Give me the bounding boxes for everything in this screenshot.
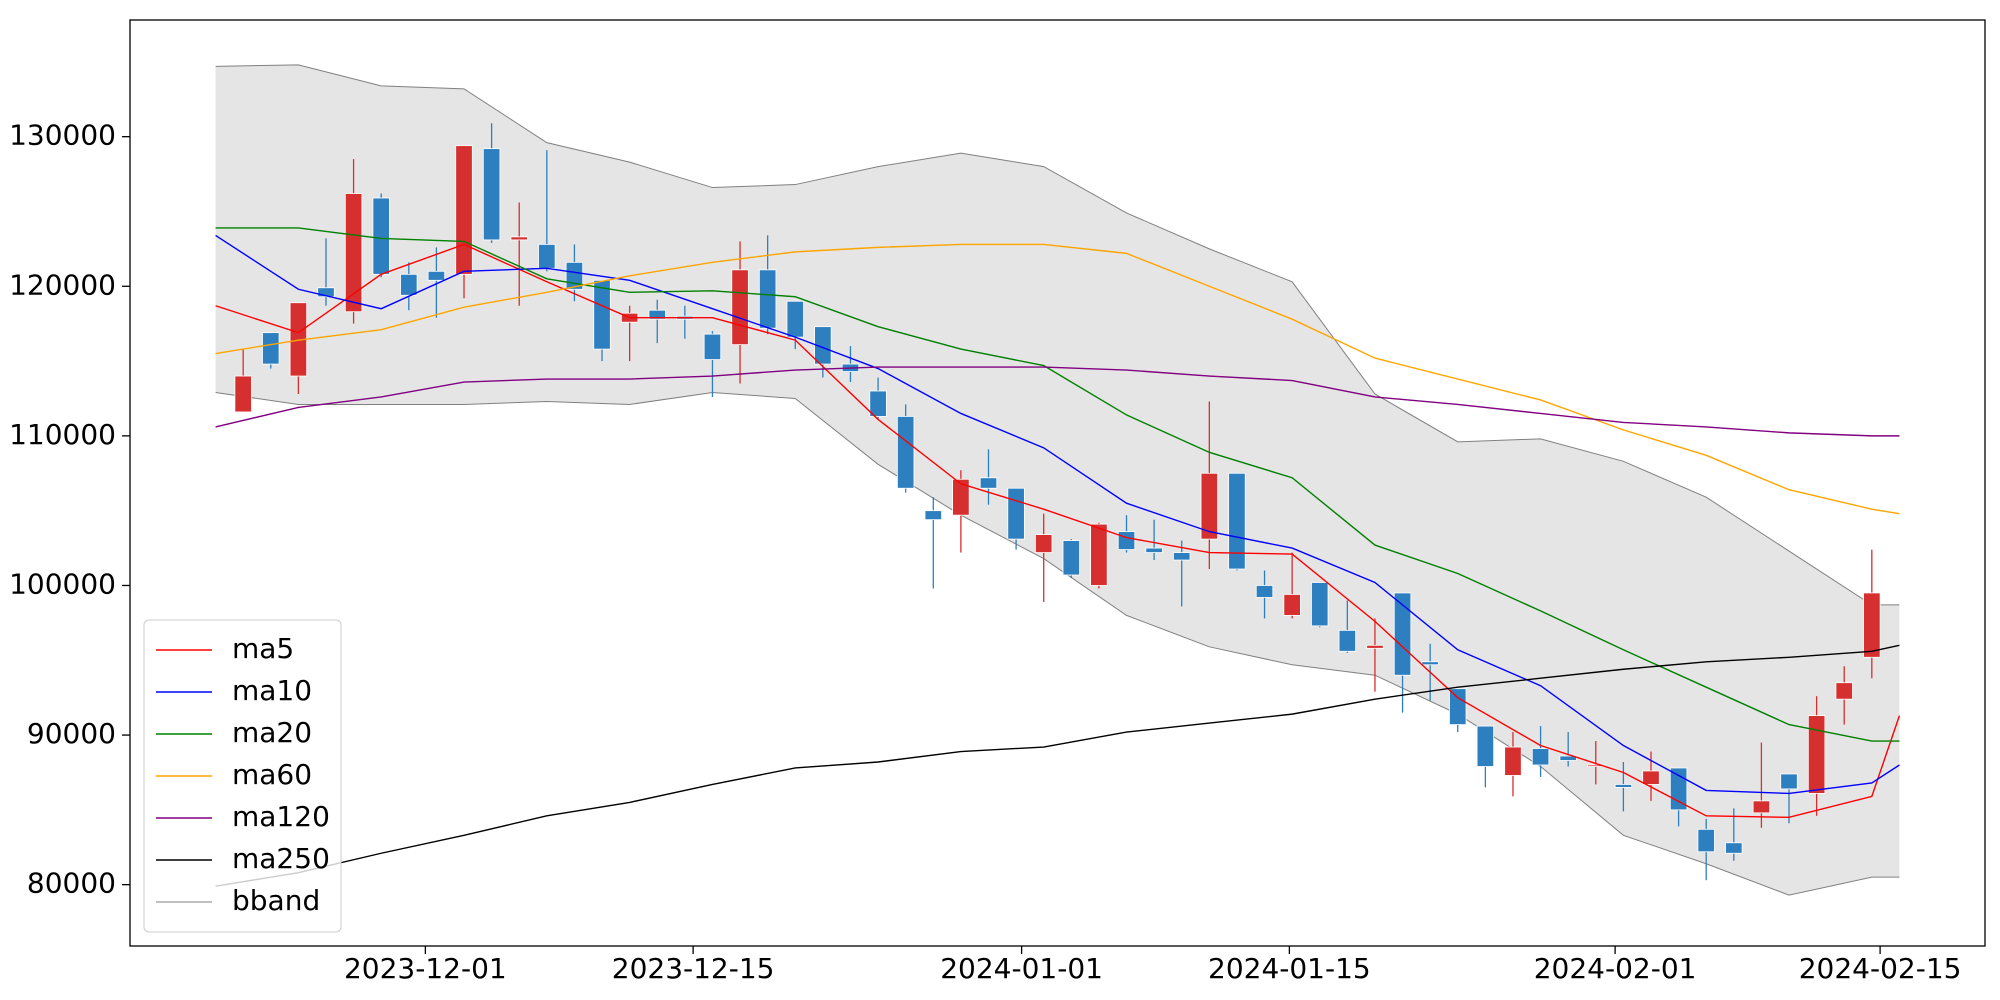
candle-body <box>593 279 611 350</box>
candle-body <box>1338 629 1357 652</box>
band-edge <box>215 64 1900 606</box>
legend-box <box>143 619 342 933</box>
candle-body <box>1200 472 1219 540</box>
candle-body <box>455 145 473 275</box>
candle-body <box>234 375 252 413</box>
y-tick-label: 100000 <box>9 567 116 600</box>
candle-body <box>1117 531 1136 550</box>
legend-label: bband <box>232 884 320 917</box>
legend-label: ma60 <box>232 758 312 791</box>
candle-body <box>1035 534 1053 553</box>
ma-line <box>215 243 1900 515</box>
y-tick-label: 90000 <box>27 717 116 750</box>
candle-body <box>482 148 501 241</box>
candle-body <box>1476 725 1495 767</box>
candle-body <box>896 416 915 489</box>
candle-body <box>648 309 666 320</box>
candle-body <box>1173 552 1191 561</box>
candle-body <box>703 333 722 360</box>
x-tick-label: 2024-01-01 <box>940 952 1103 985</box>
candle-body <box>1642 770 1660 785</box>
ma-line <box>215 227 1900 742</box>
x-tick-label: 2023-12-01 <box>344 952 507 985</box>
x-tick-label: 2024-02-15 <box>1799 952 1962 985</box>
candle-body <box>1807 715 1826 794</box>
ma-line <box>215 243 1901 819</box>
candle-body <box>427 270 446 281</box>
legend-label: ma5 <box>232 632 294 665</box>
band-edge <box>215 391 1900 896</box>
candle-body <box>1559 755 1577 761</box>
candle-body <box>979 477 998 489</box>
candle-body <box>1725 842 1743 854</box>
candle-body <box>538 243 556 269</box>
y-tick-label: 110000 <box>9 418 116 451</box>
legend-label: ma250 <box>232 842 330 875</box>
candle-body <box>1062 540 1080 576</box>
ma-line <box>215 644 1900 887</box>
legend-label: ma10 <box>232 674 312 707</box>
x-tick-label: 2023-12-15 <box>612 952 775 985</box>
candle-body <box>317 287 335 298</box>
candle-body <box>1007 487 1025 540</box>
candle-body <box>1835 682 1853 700</box>
candle-body <box>1863 592 1881 658</box>
candle-body <box>1752 800 1771 814</box>
candle-body <box>1449 688 1467 725</box>
legend-label: ma120 <box>232 800 330 833</box>
y-tick-label: 120000 <box>9 268 116 301</box>
ma-line <box>215 234 1900 795</box>
legend-label: ma20 <box>232 716 312 749</box>
candle-body <box>1366 644 1384 649</box>
candle-body <box>1697 828 1715 853</box>
plot-frame <box>129 19 1986 947</box>
ma-line <box>215 366 1900 437</box>
band-fill <box>215 64 1900 896</box>
candle-body <box>1393 592 1412 676</box>
candle-body <box>1669 767 1688 811</box>
candle-body <box>758 269 777 329</box>
candle-body <box>1504 746 1522 776</box>
candle-body <box>869 390 887 417</box>
candle-body <box>814 326 832 365</box>
candle-body <box>1255 585 1274 598</box>
candle-body <box>1090 523 1108 586</box>
candle-body <box>1283 594 1301 616</box>
candle-body <box>1145 547 1163 553</box>
candle-body <box>1531 748 1550 766</box>
candle-body <box>924 510 942 521</box>
candle-body <box>1228 472 1246 570</box>
x-tick-label: 2024-01-15 <box>1208 952 1371 985</box>
candle-body <box>952 478 970 516</box>
candle-body <box>1780 773 1798 790</box>
candle-body <box>1614 784 1633 788</box>
candle-body <box>510 236 528 241</box>
y-tick-label: 130000 <box>9 119 116 152</box>
legend: ma5 ma10 ma20 ma60 ma120 ma250 bband <box>143 619 342 933</box>
candle-body <box>372 197 390 275</box>
candle-body <box>1421 661 1439 666</box>
candle-body <box>731 269 749 346</box>
candle-body <box>400 273 418 296</box>
candle-body <box>344 193 363 313</box>
y-tick-label: 80000 <box>27 867 116 900</box>
candle-body <box>786 300 804 338</box>
x-tick-label: 2024-02-01 <box>1534 952 1697 985</box>
candle-body <box>1311 582 1329 627</box>
candle-body <box>262 332 280 365</box>
